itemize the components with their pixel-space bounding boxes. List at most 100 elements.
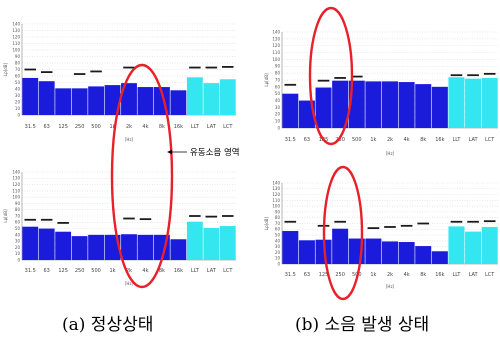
x-tick-label: LCT [223, 124, 233, 130]
y-axis-label: Lp[dB] [264, 216, 269, 230]
y-tick-label: 40 [15, 232, 21, 237]
x-tick-label: LAT [207, 124, 217, 130]
y-tick-label: 80 [15, 207, 21, 212]
bar-LLT [186, 77, 203, 115]
y-tick-label: 0 [277, 125, 280, 130]
y-tick-label: 140 [12, 21, 20, 26]
x-tick-label: 16k [435, 137, 444, 143]
x-tick-label: LAT [207, 268, 217, 274]
y-tick-label: 130 [272, 186, 280, 191]
y-tick-label: 100 [272, 57, 280, 62]
x-tick-label: LCT [485, 137, 495, 143]
bar-500 [348, 80, 365, 128]
bar-LCT [481, 77, 498, 128]
x-tick-label: LLT [191, 124, 200, 130]
y-tick-label: 0 [17, 112, 20, 117]
y-tick-label: 70 [15, 67, 21, 72]
x-tick-label: 500 [91, 124, 101, 130]
x-axis-label: [Hz] [125, 137, 134, 142]
x-tick-label: 31.5 [285, 137, 296, 143]
bar-2k [121, 234, 137, 260]
y-tick-label: 130 [12, 176, 20, 181]
bar-16k [170, 90, 187, 115]
x-tick-label: 2k [126, 268, 132, 274]
y-tick-label: 120 [12, 34, 20, 39]
bar-LCT [481, 226, 498, 264]
y-tick-label: 50 [15, 80, 21, 85]
y-tick-label: 140 [12, 169, 20, 174]
x-tick-label: 250 [335, 137, 345, 143]
y-tick-label: 100 [272, 204, 280, 209]
y-tick-label: 70 [275, 221, 281, 226]
y-tick-label: 120 [272, 43, 280, 48]
bar-2k [381, 241, 399, 264]
bar-LCT [219, 226, 236, 260]
y-tick-label: 90 [15, 201, 21, 206]
y-tick-label: 40 [275, 238, 281, 243]
x-tick-label: 1k [370, 272, 376, 278]
x-axis-label: [Hz] [386, 284, 395, 289]
x-tick-label: 125 [58, 124, 68, 130]
caption-b: (b) 소음 발생 상태 [295, 315, 429, 335]
highlight-ellipse-a [110, 63, 174, 289]
bar-1k [104, 85, 121, 115]
bar-1k [365, 81, 382, 128]
x-tick-label: 63 [44, 268, 50, 274]
bar-4k [137, 87, 154, 115]
bar-63 [38, 81, 55, 115]
y-tick-label: 110 [12, 41, 20, 46]
y-tick-label: 20 [275, 112, 281, 117]
x-tick-label: LLT [191, 268, 200, 274]
x-tick-label: LAT [469, 272, 479, 278]
x-axis-label: [Hz] [386, 151, 395, 156]
x-tick-label: LAT [469, 137, 479, 143]
y-tick-label: 100 [12, 47, 20, 52]
y-tick-label: 40 [15, 86, 21, 91]
x-tick-label: 1k [109, 268, 115, 274]
x-tick-label: 500 [91, 268, 101, 274]
bar-31.5 [282, 93, 299, 128]
x-tick-label: 63 [44, 124, 50, 130]
bar-125 [55, 88, 72, 115]
y-tick-label: 120 [272, 192, 280, 197]
x-axis-label: [Hz] [125, 281, 134, 286]
x-tick-label: 1k [370, 137, 376, 143]
x-tick-label: 8k [420, 272, 426, 278]
bar-250 [332, 80, 349, 128]
y-tick-label: 50 [275, 91, 281, 96]
x-tick-label: 125 [319, 272, 329, 278]
x-tick-label: 63 [304, 272, 310, 278]
x-tick-label: 250 [75, 268, 85, 274]
y-tick-label: 70 [275, 77, 281, 82]
x-tick-label: 16k [174, 268, 183, 274]
bar-31.5 [282, 231, 299, 264]
x-tick-label: 16k [435, 272, 444, 278]
highlight-ellipse-b-bottom [322, 165, 364, 301]
bar-250 [332, 228, 349, 264]
x-tick-label: 4k [142, 124, 148, 130]
y-tick-label: 110 [272, 50, 280, 55]
bar-8k [415, 246, 432, 264]
x-tick-label: 1k [109, 124, 115, 130]
x-tick-label: 31.5 [25, 124, 36, 130]
y-tick-label: 50 [15, 226, 21, 231]
y-tick-label: 20 [275, 250, 281, 255]
bar-125 [55, 231, 72, 260]
y-tick-label: 110 [12, 188, 20, 193]
caption-a: (a) 정상상태 [62, 315, 153, 335]
bar-63 [38, 228, 55, 260]
x-tick-label: LCT [485, 272, 495, 278]
y-axis-label: Lp[dB] [3, 209, 8, 223]
x-tick-label: 4k [142, 268, 148, 274]
y-tick-label: 0 [277, 261, 280, 266]
bar-500 [88, 86, 105, 115]
y-tick-label: 30 [275, 105, 281, 110]
y-tick-label: 10 [15, 251, 21, 256]
y-tick-label: 100 [12, 195, 20, 200]
bar-4k [137, 234, 154, 260]
x-tick-label: 4k [404, 272, 410, 278]
x-tick-label: 31.5 [285, 272, 296, 278]
y-tick-label: 40 [275, 98, 281, 103]
bar-63 [298, 100, 315, 128]
